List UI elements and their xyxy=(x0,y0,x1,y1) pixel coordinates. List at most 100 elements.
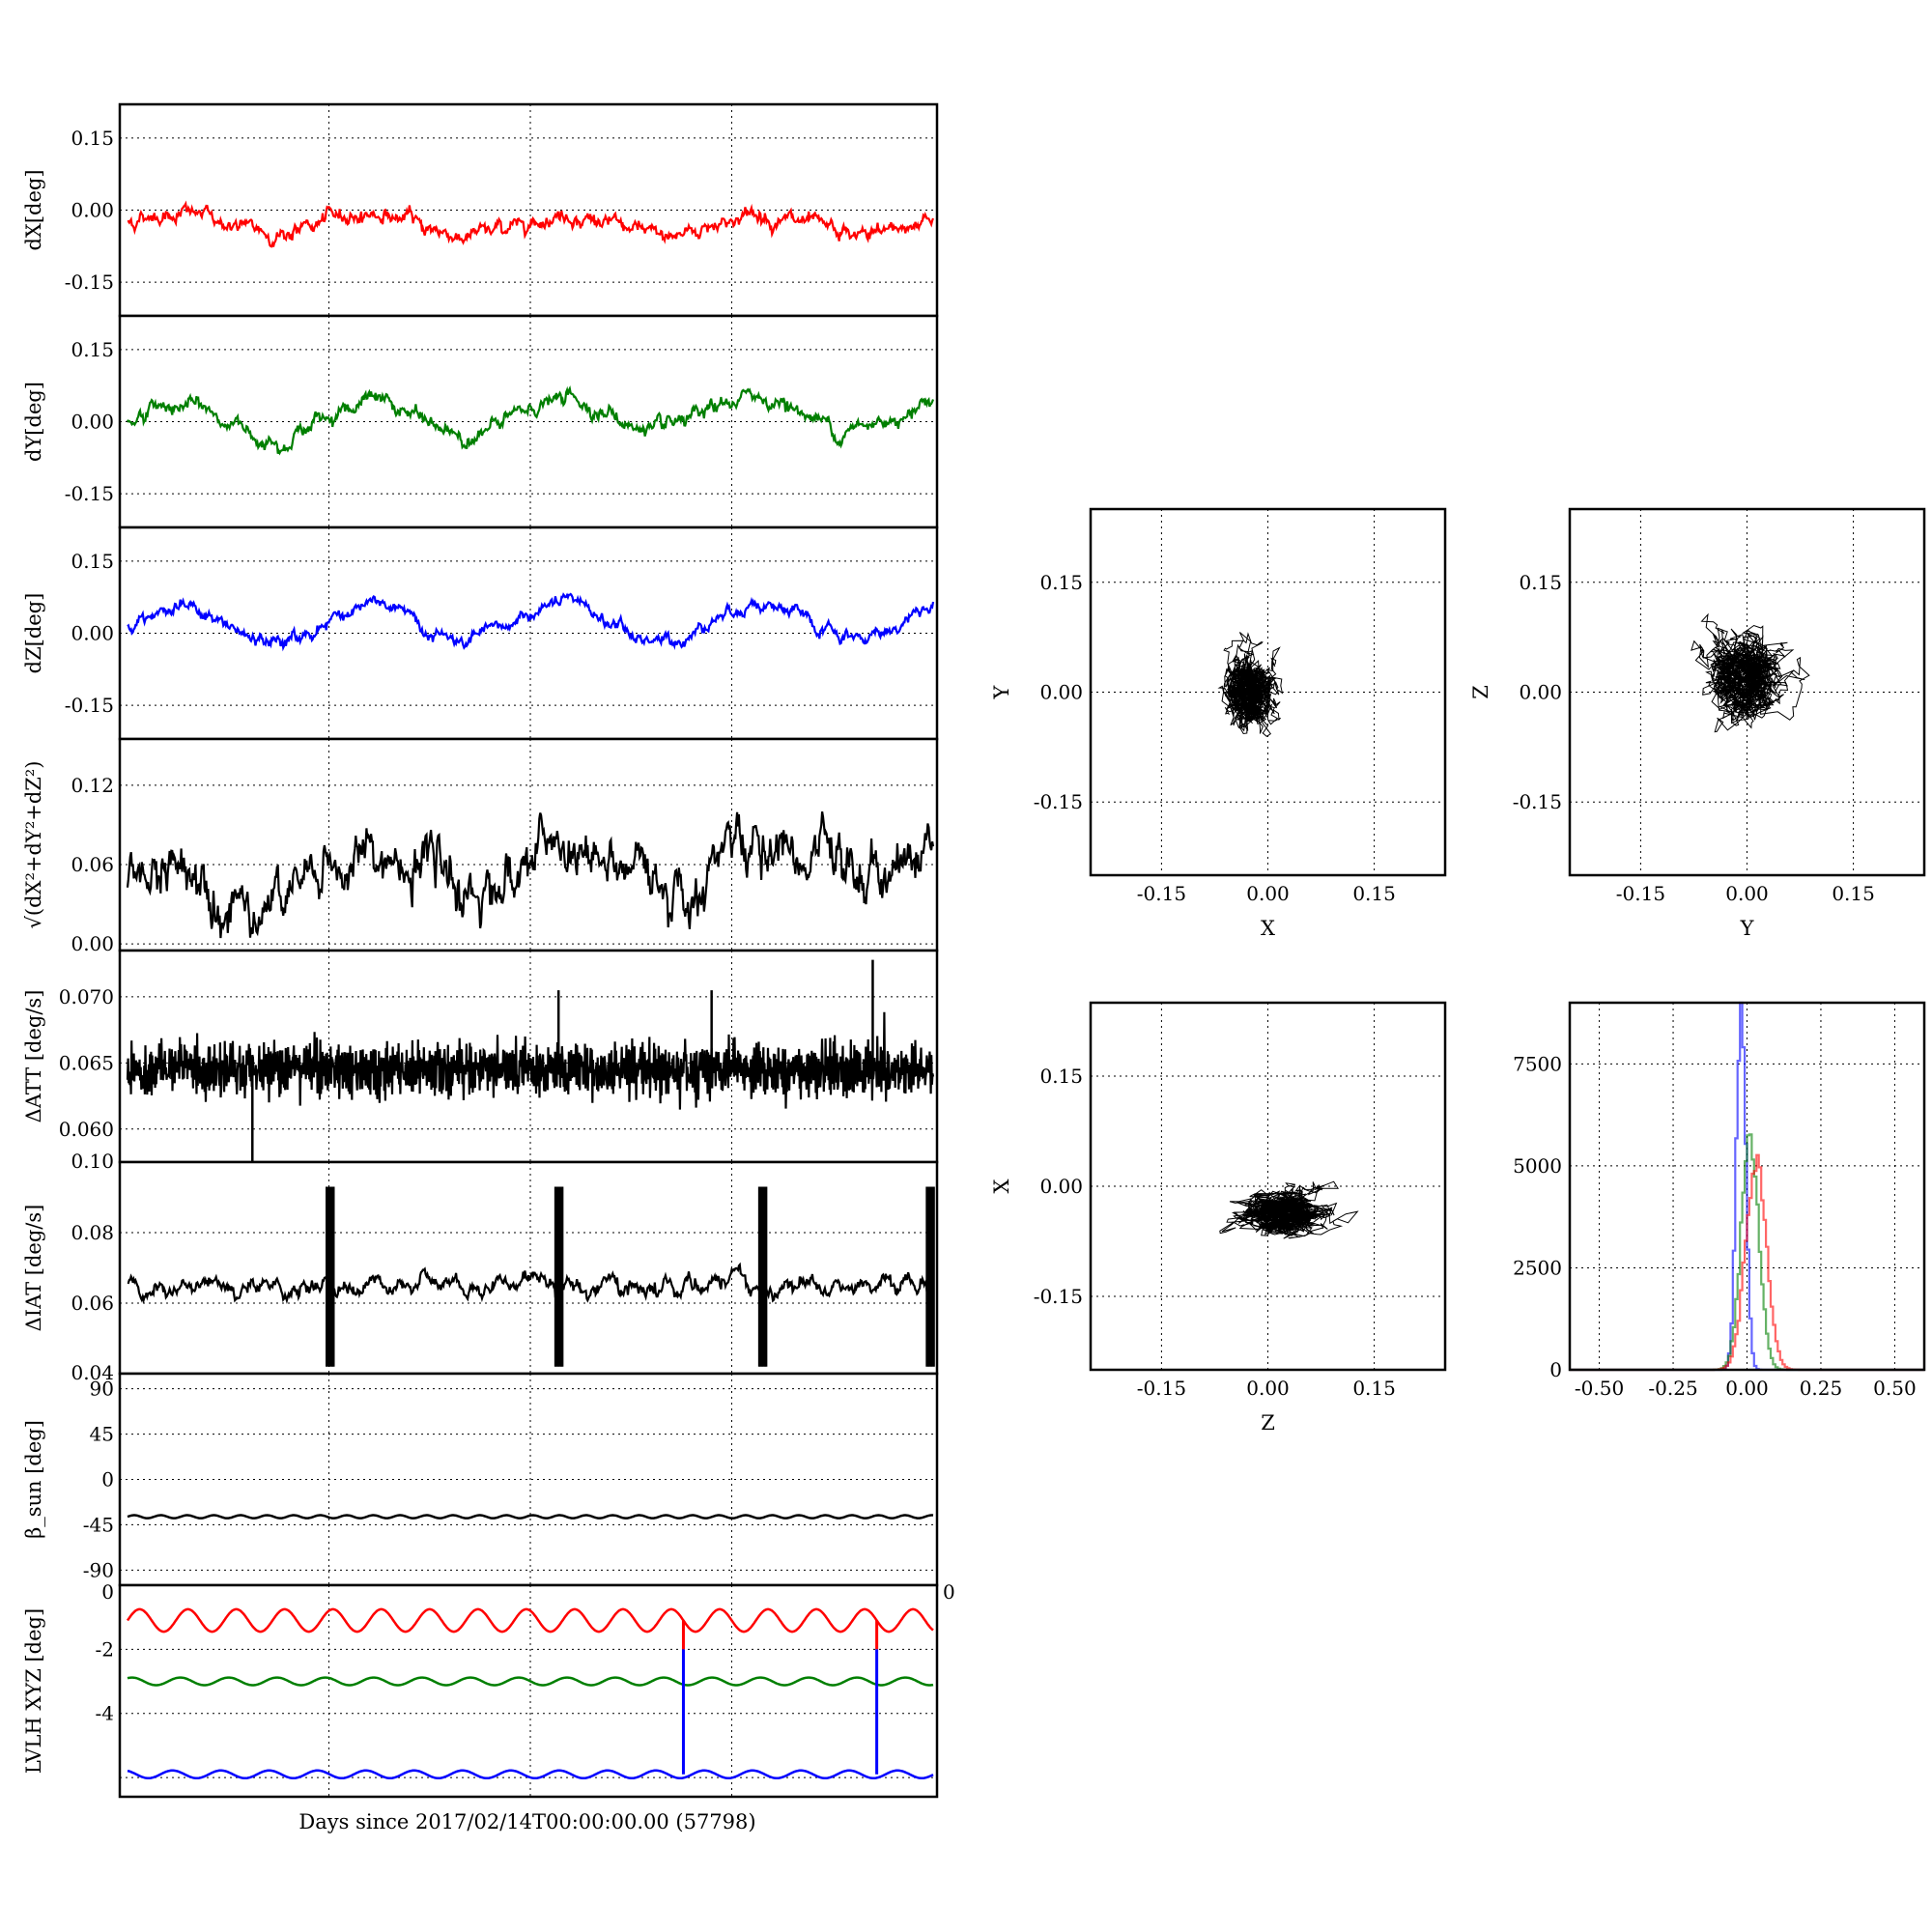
y-tick-label: -45 xyxy=(83,1513,114,1536)
y-tick-label: 0.15 xyxy=(1039,1065,1083,1088)
y-tick-label: 0.065 xyxy=(59,1051,114,1074)
series-line-dr-0 xyxy=(126,811,935,939)
y-tick-label: 0 xyxy=(1549,1358,1562,1381)
x-tick-label: -0.15 xyxy=(1137,882,1186,905)
y-tick-label: 0.15 xyxy=(71,127,114,150)
series-line-diat-0 xyxy=(127,1262,935,1305)
series-line-dz-0 xyxy=(127,592,935,652)
y-tick-label: 0.00 xyxy=(71,199,114,222)
panel-diat-background xyxy=(120,1162,937,1374)
scatter-trace-yz xyxy=(1690,612,1810,733)
y-axis-label-dy: dY[deg] xyxy=(22,382,45,462)
y-tick-label: 0.00 xyxy=(71,932,114,955)
y-axis-label-zx: X xyxy=(990,1179,1013,1193)
scatter-frame-xy xyxy=(1089,507,1447,877)
y-axis-label-beta: β_sun [deg] xyxy=(22,1420,45,1539)
series-line-lvlh-1 xyxy=(127,1676,934,1687)
y-tick-label: 0.06 xyxy=(71,853,114,876)
y-tick-label: -0.15 xyxy=(65,482,114,505)
time-axis-label: Days since 2017/02/14T00:00:00.00 (57798… xyxy=(298,1810,755,1833)
y-axis-label-lvlh: LVLH XYZ [deg] xyxy=(22,1608,45,1774)
histogram-frame xyxy=(1568,1001,1926,1372)
y-axis-label-dr: √(dX²+dY²+dZ²) xyxy=(22,761,45,929)
y-tick-label: -90 xyxy=(83,1558,114,1581)
scatter-panel-zx: -0.15 -0.15 0.00 0.00 0.15 0.15 Z X xyxy=(990,1001,1447,1435)
panel-dy-background xyxy=(120,316,937,527)
x-tick-label: -0.15 xyxy=(1616,882,1665,905)
y-axis-label-datt: ΔATT [deg/s] xyxy=(22,990,45,1123)
y-tick-label: 0.00 xyxy=(1039,1175,1083,1198)
x-tick-label: 0.00 xyxy=(1246,882,1290,905)
histogram-series-0 xyxy=(1570,1001,1924,1372)
y-tick-label: 0.060 xyxy=(59,1118,114,1141)
x-tick-label: -0.15 xyxy=(1137,1377,1186,1400)
y-tick-label: -4 xyxy=(96,1702,114,1725)
y-tick-label: 0.070 xyxy=(59,985,114,1009)
series-line-dx-0 xyxy=(127,200,935,248)
series-line-lvlh-0 xyxy=(126,1607,934,1634)
series-line-datt-0 xyxy=(126,1011,935,1110)
y-axis-label-dx: dX[deg] xyxy=(22,169,45,250)
scatter-frame-yz xyxy=(1568,507,1926,877)
series-line-lvlh-2 xyxy=(127,1769,934,1780)
panel-dx: 0.15 0.00 -0.15 dX[deg] xyxy=(22,102,939,318)
y-tick-label: 2500 xyxy=(1513,1256,1562,1279)
y-tick-label: 5000 xyxy=(1513,1154,1562,1178)
series-line-dy-0 xyxy=(127,385,935,456)
y-tick-label: 45 xyxy=(90,1423,114,1446)
y-axis-label-dz: dZ[deg] xyxy=(22,593,45,674)
x-axis-label-xy: X xyxy=(1261,917,1275,940)
y-tick-label: 0.00 xyxy=(71,411,114,434)
y-tick-label: 0.00 xyxy=(1519,681,1562,704)
panel-diat: 0.08 0.06 0.04 ΔIAT [deg/s] xyxy=(22,1160,939,1384)
y-tick-label: -0.15 xyxy=(1513,790,1562,813)
panel-dr: 0.12 0.06 0.00 √(dX²+dY²+dZ²) xyxy=(22,737,939,955)
y-tick-label: -0.15 xyxy=(65,694,114,717)
x-tick-label: -0.50 xyxy=(1575,1377,1624,1400)
y-tick-label: 0.15 xyxy=(1039,571,1083,594)
corner-label: 0 xyxy=(943,1580,955,1604)
time-series-panels: 0.15 0.00 -0.15 dX[deg] 0.15 0.00 -0.15 dY[deg]… xyxy=(22,102,955,1799)
y-tick-label: 0 xyxy=(101,1468,114,1492)
x-axis-label-zx: Z xyxy=(1261,1411,1275,1435)
scatter-panel-xy: -0.15 -0.15 0.00 0.00 0.15 0.15 X Y xyxy=(990,507,1447,940)
x-axis-label-yz: Y xyxy=(1740,917,1755,940)
x-tick-label: 0.00 xyxy=(1725,882,1769,905)
y-tick-label: 0.15 xyxy=(71,338,114,361)
panel-dr-background xyxy=(120,739,937,951)
scatter-and-histogram-panels: -0.15 -0.15 0.00 0.00 0.15 0.15 X Y -0.15 -0.15 0.… xyxy=(990,507,1926,1435)
x-tick-label: 0.15 xyxy=(1352,1377,1396,1400)
y-tick-label: 90 xyxy=(90,1378,114,1401)
scatter-panel-yz: -0.15 -0.15 0.00 0.00 0.15 0.15 Y Z xyxy=(1469,507,1926,940)
x-tick-label: 0.15 xyxy=(1352,882,1396,905)
y-tick-label: -0.15 xyxy=(1034,790,1083,813)
y-tick-label: 0.04 xyxy=(71,1361,114,1384)
panel-beta-background xyxy=(120,1374,937,1585)
y-tick-label: 0.15 xyxy=(1519,571,1562,594)
x-tick-label: 0.00 xyxy=(1246,1377,1290,1400)
panel-dz: 0.15 0.00 -0.15 dZ[deg] xyxy=(22,526,939,741)
panel-dy: 0.15 0.00 -0.15 dY[deg] xyxy=(22,314,939,529)
y-tick-label: 0 xyxy=(101,1580,114,1604)
y-tick-label: 0.15 xyxy=(71,550,114,573)
x-tick-label: 0.00 xyxy=(1725,1377,1769,1400)
y-tick-label: 0.08 xyxy=(71,1221,114,1244)
x-tick-label: 0.15 xyxy=(1832,882,1875,905)
y-tick-label: -0.15 xyxy=(65,270,114,294)
scatter-trace-zx xyxy=(1219,1180,1359,1239)
panel-datt: 0.070 0.065 0.060 0.10 ΔATT [deg/s] xyxy=(22,949,939,1173)
y-axis-label-diat: ΔIAT [deg/s] xyxy=(22,1205,45,1332)
y-tick-label: 0.10 xyxy=(71,1150,114,1173)
panel-lvlh-frame xyxy=(118,1583,939,1799)
panel-dz-background xyxy=(120,527,937,739)
x-tick-label: 0.50 xyxy=(1873,1377,1917,1400)
panel-beta: 90 45 0 -45 -90 β_sun [deg] xyxy=(22,1372,939,1587)
y-tick-label: 0.00 xyxy=(1039,681,1083,704)
panel-dx-background xyxy=(120,104,937,316)
y-tick-label: 7500 xyxy=(1513,1052,1562,1075)
panel-lvlh: 0 -2 -4 0 LVLH XYZ [deg] xyxy=(22,1580,955,1799)
panel-lvlh-background xyxy=(120,1585,937,1797)
y-tick-label: -2 xyxy=(96,1637,114,1661)
y-axis-label-yz: Z xyxy=(1469,685,1492,699)
